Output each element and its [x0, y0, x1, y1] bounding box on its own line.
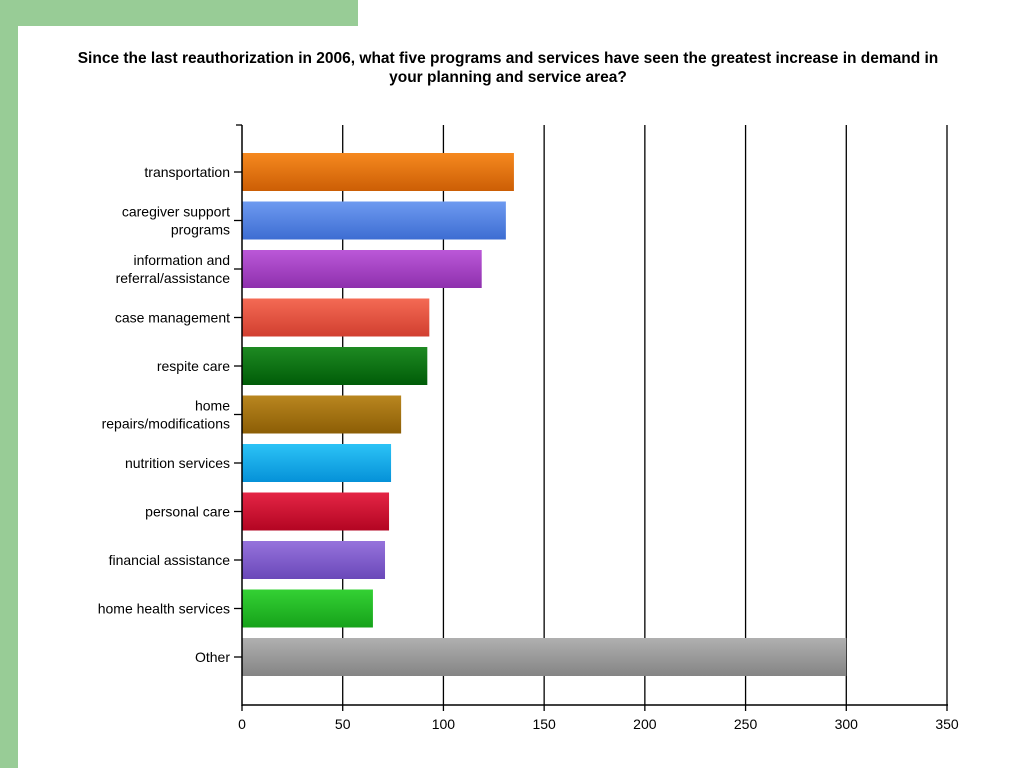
category-label-4: respite care [157, 358, 230, 374]
category-label-3: case management [115, 310, 230, 326]
bar-0 [242, 153, 514, 191]
decorative-top-bar [0, 0, 358, 26]
bar-9 [242, 589, 373, 628]
category-label-9: home health services [98, 601, 230, 617]
category-label-0: transportation [144, 164, 230, 180]
x-tick-label-200: 200 [633, 716, 657, 732]
x-tick-label-250: 250 [734, 716, 758, 732]
category-label-10: Other [195, 649, 230, 665]
bar-6 [242, 444, 392, 482]
x-tick-label-300: 300 [835, 716, 859, 732]
category-label-2: information and referral/assistance [116, 252, 231, 286]
x-tick-label-100: 100 [432, 716, 456, 732]
category-label-7: personal care [145, 504, 230, 520]
category-label-5: home repairs/modifications [102, 398, 231, 432]
chart-title: Since the last reauthorization in 2006, … [77, 50, 939, 86]
x-tick-label-150: 150 [532, 716, 556, 732]
bar-1 [242, 201, 506, 240]
bar-8 [242, 541, 386, 579]
bar-2 [242, 250, 482, 288]
category-label-8: financial assistance [109, 552, 231, 568]
bar-3 [242, 298, 430, 337]
bar-10 [242, 638, 847, 676]
category-label-6: nutrition services [125, 455, 230, 471]
x-tick-label-350: 350 [935, 716, 959, 732]
bar-4 [242, 347, 428, 385]
bar-7 [242, 492, 390, 531]
x-tick-label-0: 0 [238, 716, 246, 732]
bar-5 [242, 395, 402, 434]
decorative-left-bar [0, 0, 18, 768]
category-label-1: caregiver support programs [122, 204, 230, 238]
x-tick-label-50: 50 [335, 716, 351, 732]
